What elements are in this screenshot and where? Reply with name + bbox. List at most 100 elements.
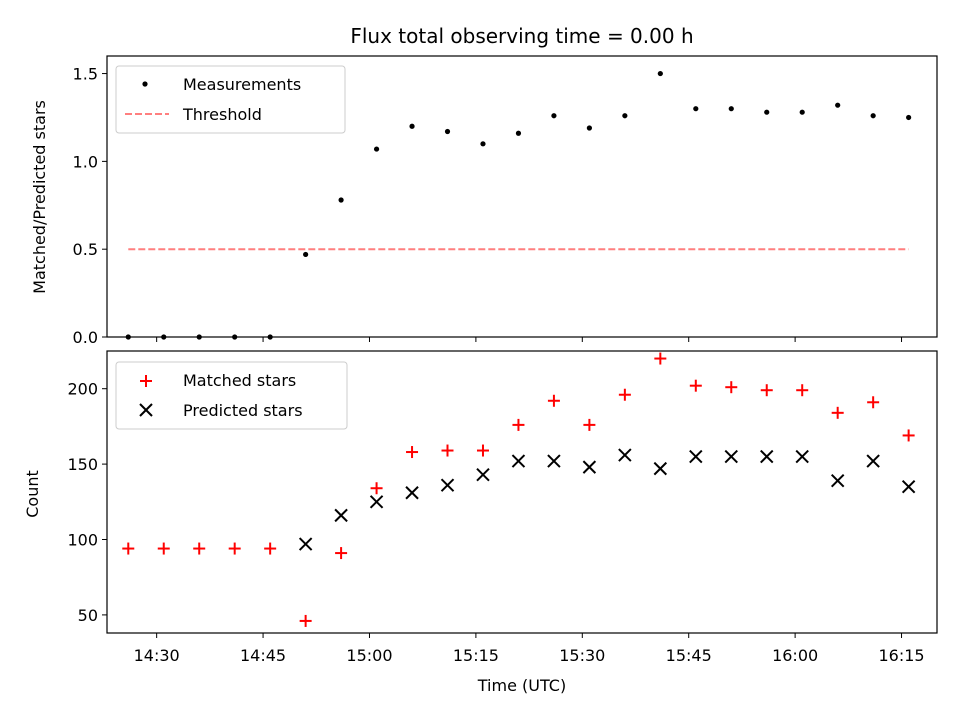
measurements-point bbox=[764, 109, 770, 115]
measurements-point bbox=[835, 102, 841, 108]
measurements-point bbox=[657, 70, 663, 77]
panel-counts-frame bbox=[106, 350, 938, 634]
measurements-point bbox=[125, 334, 131, 340]
matched-stars-point bbox=[867, 396, 880, 409]
ratio-legend-box bbox=[115, 65, 346, 134]
matched-stars-point bbox=[583, 418, 596, 431]
measurements-point bbox=[267, 334, 273, 340]
legend-label-measurements: Measurements bbox=[183, 75, 301, 94]
matched-stars-point bbox=[618, 388, 631, 401]
legend-label-threshold: Threshold bbox=[182, 105, 262, 124]
matched-stars-point bbox=[264, 542, 277, 555]
measurements-point bbox=[338, 197, 344, 203]
matched-stars-point bbox=[193, 542, 206, 555]
matched-stars-point bbox=[406, 446, 419, 459]
predicted-stars-point bbox=[298, 537, 313, 551]
ratio-y-tick-label: 0.0 bbox=[73, 328, 98, 347]
legend-marker-measurements bbox=[142, 81, 148, 87]
predicted-stars-point bbox=[901, 480, 916, 494]
predicted-stars-point bbox=[369, 495, 384, 509]
measurements-point bbox=[373, 146, 380, 152]
x-tick-label: 15:15 bbox=[453, 646, 499, 665]
x-tick-label: 15:45 bbox=[666, 646, 712, 665]
measurements-point bbox=[515, 130, 522, 136]
x-tick-label: 15:30 bbox=[559, 646, 605, 665]
chart-title: Flux total observing time = 0.00 h bbox=[350, 24, 693, 48]
measurements-point bbox=[586, 125, 592, 131]
measurements-point bbox=[303, 251, 309, 258]
counts-y-tick-label: 200 bbox=[67, 380, 98, 399]
counts-y-axis-title: Count bbox=[23, 470, 42, 518]
matched-stars-point bbox=[228, 542, 241, 555]
ratio-y-axis-title: Matched/Predicted stars bbox=[30, 100, 49, 294]
measurements-point bbox=[480, 141, 486, 147]
matched-stars-point bbox=[725, 381, 738, 394]
predicted-stars-point bbox=[476, 467, 490, 482]
predicted-stars-point bbox=[795, 449, 809, 464]
predicted-stars-point bbox=[582, 460, 597, 474]
ratio-y-tick-label: 0.5 bbox=[73, 240, 98, 259]
panel-ratio-frame bbox=[106, 55, 938, 338]
measurements-point bbox=[728, 106, 734, 112]
x-tick-label: 15:00 bbox=[346, 646, 392, 665]
predicted-stars-point bbox=[866, 454, 880, 468]
measurements-point bbox=[444, 128, 451, 135]
predicted-stars-point bbox=[689, 449, 703, 464]
matched-stars-point bbox=[370, 482, 383, 495]
x-axis-title: Time (UTC) bbox=[477, 676, 566, 695]
matched-stars-point bbox=[689, 379, 702, 392]
matched-stars-point bbox=[441, 444, 454, 457]
matched-stars-point bbox=[157, 542, 170, 555]
counts-legend-box bbox=[115, 361, 348, 430]
matched-stars-point bbox=[902, 429, 915, 442]
measurements-point bbox=[161, 334, 167, 340]
predicted-stars-point bbox=[547, 454, 561, 468]
ratio-y-tick-label: 1.0 bbox=[73, 152, 98, 171]
predicted-stars-point bbox=[440, 478, 455, 492]
panel-counts: 50 100 150 200 14:30 14:45 15:00 15:15 15:30 15:… bbox=[23, 350, 938, 665]
x-tick-label: 16:00 bbox=[772, 646, 818, 665]
measurements-point bbox=[693, 106, 699, 112]
matched-stars-point bbox=[547, 394, 560, 407]
predicted-stars-point bbox=[760, 449, 774, 464]
predicted-stars-point bbox=[618, 448, 632, 462]
predicted-stars-point bbox=[724, 449, 738, 464]
matched-stars-point bbox=[476, 444, 489, 457]
legend-marker-matched-stars bbox=[140, 375, 152, 387]
measurements-point bbox=[232, 334, 238, 340]
matched-stars-point bbox=[335, 547, 348, 560]
measurements-point bbox=[799, 109, 805, 115]
ratio-y-tick-label: 1.5 bbox=[73, 65, 98, 84]
matched-stars-point bbox=[122, 542, 135, 555]
legend-label-predicted-stars: Predicted stars bbox=[183, 401, 303, 420]
x-tick-label: 14:45 bbox=[240, 646, 286, 665]
predicted-stars-point bbox=[511, 454, 526, 468]
measurements-point bbox=[622, 113, 628, 119]
matched-stars-point bbox=[299, 614, 312, 627]
counts-y-tick-label: 150 bbox=[67, 455, 98, 474]
panel-ratio: 0.0 0.5 1.0 1.5 Matched/Predicted stars Mea… bbox=[30, 55, 938, 347]
counts-legend: Matched stars Predicted stars bbox=[115, 361, 348, 430]
matched-stars-point bbox=[796, 384, 809, 397]
measurements-point bbox=[551, 113, 557, 119]
matched-stars-point bbox=[831, 406, 844, 419]
predicted-stars-point bbox=[653, 461, 668, 476]
ratio-legend: Measurements Threshold bbox=[115, 65, 346, 134]
predicted-stars-point bbox=[405, 486, 419, 500]
measurements-point bbox=[870, 113, 876, 119]
matched-stars-point bbox=[760, 384, 773, 397]
measurements-point bbox=[409, 123, 415, 129]
x-tick-label: 16:15 bbox=[878, 646, 924, 665]
matched-stars-point bbox=[512, 418, 525, 431]
matched-stars-point bbox=[654, 352, 667, 365]
predicted-stars-point bbox=[830, 473, 845, 488]
legend-label-matched-stars: Matched stars bbox=[183, 371, 296, 390]
counts-y-tick-label: 100 bbox=[67, 531, 98, 550]
measurements-point bbox=[196, 334, 202, 340]
measurements-point bbox=[906, 114, 912, 121]
x-tick-label: 14:30 bbox=[134, 646, 180, 665]
legend-marker-predicted-stars bbox=[139, 403, 153, 417]
predicted-stars-point bbox=[334, 508, 348, 523]
counts-y-tick-label: 50 bbox=[78, 606, 98, 625]
